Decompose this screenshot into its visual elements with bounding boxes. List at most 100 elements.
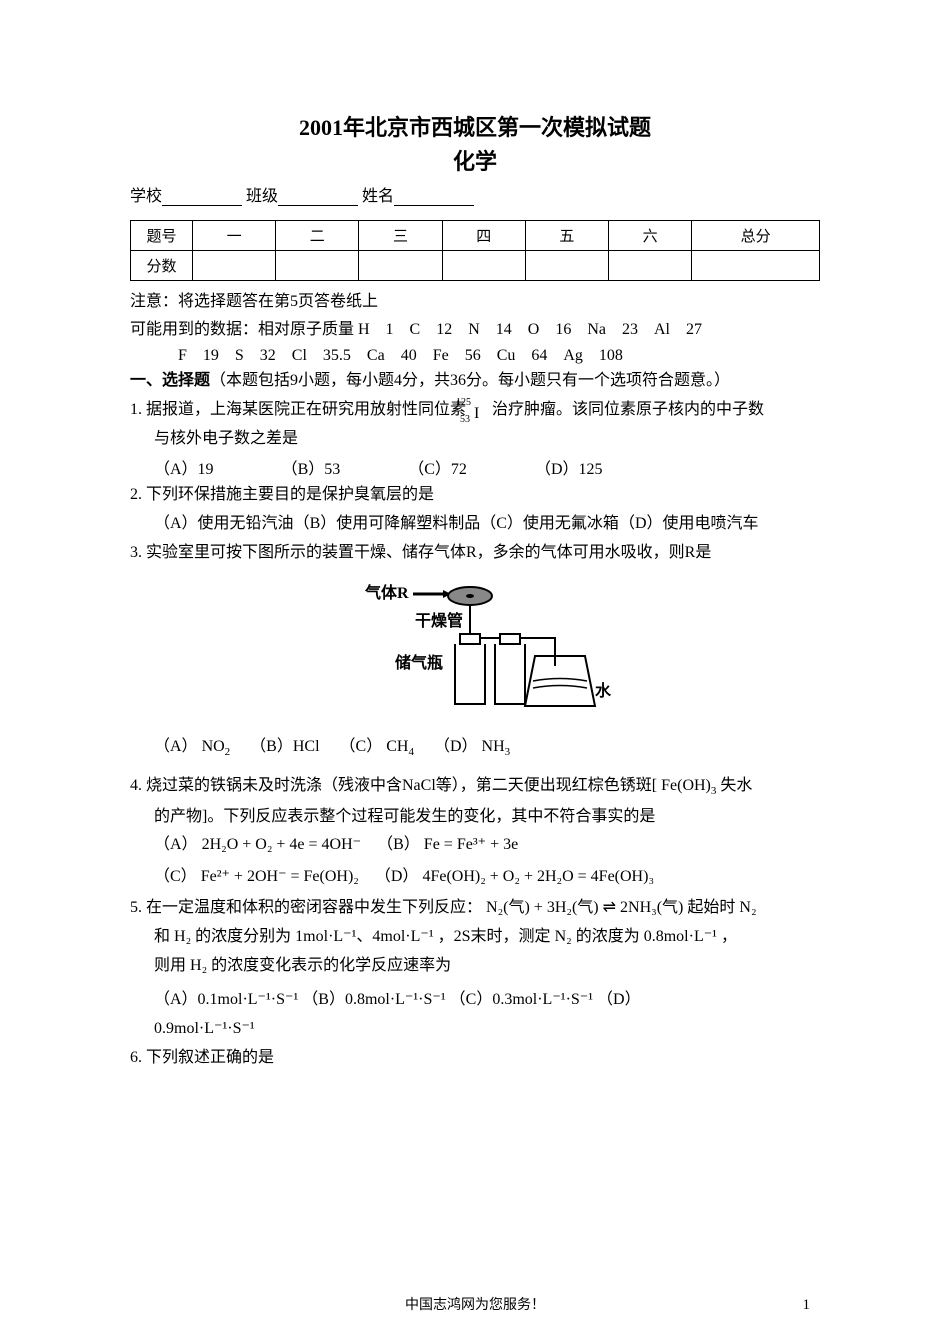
q4-row-ab: （A） 2H₂O + O₂ + 4e = 4OH⁻ （B） Fe = Fe³⁺ …: [130, 830, 820, 854]
q4-a-label: （A）: [154, 836, 198, 853]
cell: 五: [525, 221, 608, 251]
diagram-gas-label: 气体R: [364, 583, 409, 602]
student-info-line: 学校 班级 姓名: [130, 182, 820, 206]
q2-opt-a: （A）使用无铅汽油: [154, 515, 294, 532]
q5-text-h: 则用: [154, 957, 186, 974]
q3-opt-d: （D）: [434, 738, 478, 755]
q5-eqn: N₂(气) + 3H₂(气) ⇌ 2NH₃(气): [486, 899, 683, 916]
question-5: 5. 在一定温度和体积的密闭容器中发生下列反应： N₂(气) + 3H₂(气) …: [130, 894, 820, 921]
isotope-symbol: I: [474, 400, 479, 427]
q4-text-a: 4. 烧过菜的铁锅未及时洗涤（残液中含NaCl等），第二天便出现红棕色锈斑[: [130, 777, 657, 794]
name-label: 姓名: [362, 188, 394, 205]
q5-opt-a: （A）0.1mol·L⁻¹·S⁻¹: [154, 991, 298, 1008]
q5-n2: N₂: [739, 899, 756, 916]
q5-text-g: ，: [721, 928, 737, 945]
q3-opt-d-chem: NH3: [482, 738, 511, 755]
isotope-mass: 125: [456, 394, 471, 411]
exam-title: 2001年北京市西城区第一次模拟试题: [130, 110, 820, 142]
q5-text-i: 的浓度变化表示的化学反应速率为: [211, 957, 451, 974]
table-row: 题号 一 二 三 四 五 六 总分: [131, 221, 820, 251]
q4-c-eq: Fe²⁺ + 2OH⁻ = Fe(OH)₂: [201, 868, 359, 885]
cell: 六: [609, 221, 692, 251]
q4-b-label: （B）: [377, 836, 420, 853]
q5-options: （A）0.1mol·L⁻¹·S⁻¹ （B）0.8mol·L⁻¹·S⁻¹ （C）0…: [130, 986, 820, 1013]
q5-opt-d: （D）: [597, 991, 641, 1008]
cell: [193, 251, 276, 281]
cell: [276, 251, 359, 281]
q2-options: （A）使用无铅汽油（B）使用可降解塑料制品（C）使用无氟冰箱（D）使用电喷汽车: [130, 510, 820, 537]
section-heading: 一、选择题: [130, 372, 210, 389]
q4-d-label: （D）: [375, 868, 419, 885]
q4-a-eq: 2H₂O + O₂ + 4e = 4OH⁻: [202, 836, 362, 853]
q1-opt-b: （B）53: [282, 455, 341, 479]
cell: [442, 251, 525, 281]
q5-text-d: 的浓度分别为: [195, 928, 291, 945]
q2-opt-d: （D）使用电喷汽车: [619, 515, 759, 532]
q5-conc1: 1mol·L⁻¹、4mol·L⁻¹: [295, 928, 433, 945]
q5-h2: H₂: [174, 928, 191, 945]
q5-text-c: 和: [154, 928, 170, 945]
q5-opt-b: （B）0.8mol·L⁻¹·S⁻¹: [302, 991, 445, 1008]
q5-line3: 则用 H₂ 的浓度变化表示的化学反应速率为: [130, 952, 820, 979]
q2-opt-c: （C）使用无氟冰箱: [480, 515, 619, 532]
isotope-atomic: 53: [460, 411, 470, 428]
atomic-data-line2: F 19 S 32 Cl 35.5 Ca 40 Fe 56 Cu 64 Ag 1…: [130, 341, 820, 365]
cell: 三: [359, 221, 442, 251]
question-1: 1. 据报道，上海某医院正在研究用放射性同位素 125 53 I 治疗肿瘤。该同…: [130, 396, 820, 423]
q3-opt-a: （A）: [154, 738, 198, 755]
diagram-bottle-label: 储气瓶: [394, 653, 443, 672]
cell: 分数: [131, 251, 193, 281]
class-label: 班级: [246, 188, 278, 205]
cell: [359, 251, 442, 281]
q4-text-c: 的产物]。下列反应表示整个过程可能发生的变化，其中不符合事实的是: [130, 803, 820, 830]
cell: 题号: [131, 221, 193, 251]
section1-header: 一、选择题（本题包括9小题，每小题4分，共36分。每小题只有一个选项符合题意。）: [130, 367, 820, 394]
q3-opt-c: （C）: [340, 738, 383, 755]
q5-conc2: 0.8mol·L⁻¹: [644, 928, 717, 945]
q5-text-f: 的浓度为: [576, 928, 640, 945]
question-3: 3. 实验室里可按下图所示的装置干燥、储存气体R，多余的气体可用水吸收，则R是: [130, 539, 820, 566]
q5-h2b: H₂: [190, 957, 207, 974]
q1-text-c: 与核外电子数之差是: [130, 425, 820, 452]
q3-opt-a-chem: NO2: [202, 738, 231, 755]
q4-b-eq: Fe = Fe³⁺ + 3e: [424, 836, 518, 853]
table-row: 分数: [131, 251, 820, 281]
q1-text-a: 1. 据报道，上海某医院正在研究用放射性同位素: [130, 401, 466, 418]
question-4: 4. 烧过菜的铁锅未及时洗涤（残液中含NaCl等），第二天便出现红棕色锈斑[ F…: [130, 772, 820, 801]
q4-text-b: 失水: [720, 777, 752, 794]
q1-opt-c: （C）72: [408, 455, 467, 479]
q5-text-e: ，2S末时，测定: [438, 928, 551, 945]
q5-opt-c: （C）0.3mol·L⁻¹·S⁻¹: [450, 991, 593, 1008]
q1-options: （A）19 （B）53 （C）72 （D）125: [130, 455, 820, 479]
q3-opt-b: （B）HCl: [250, 738, 319, 755]
cell: [525, 251, 608, 281]
cell: 一: [193, 221, 276, 251]
diagram-water-label: 水: [595, 681, 612, 700]
q4-c-label: （C）: [154, 868, 197, 885]
q1-opt-d: （D）125: [535, 455, 603, 479]
q3-diagram: 气体R 干燥管 储气瓶 水: [130, 576, 820, 721]
q5-opt-d2: 0.9mol·L⁻¹·S⁻¹: [130, 1015, 820, 1042]
question-2: 2. 下列环保措施主要目的是保护臭氧层的是: [130, 481, 820, 508]
atomic-data-line1: 可能用到的数据：相对原子质量 H 1 C 12 N 14 O 16 Na 23 …: [130, 315, 820, 339]
cell: 总分: [692, 221, 820, 251]
q3-options: （A） NO2 （B）HCl （C） CH4 （D） NH3: [130, 733, 820, 762]
q1-text-b: 治疗肿瘤。该同位素原子核内的中子数: [492, 401, 764, 418]
question-6: 6. 下列叙述正确的是: [130, 1044, 820, 1071]
cell: 四: [442, 221, 525, 251]
page-number: 1: [803, 1297, 811, 1314]
q1-opt-a: （A）19: [154, 455, 214, 479]
cell: 二: [276, 221, 359, 251]
cell: [609, 251, 692, 281]
q2-opt-b: （B）使用可降解塑料制品: [294, 515, 481, 532]
q4-feoh3: Fe(OH)3: [661, 777, 716, 794]
q3-opt-c-chem: CH4: [386, 738, 414, 755]
q5-text-a: 5. 在一定温度和体积的密闭容器中发生下列反应：: [130, 899, 482, 916]
school-label: 学校: [130, 188, 162, 205]
diagram-tube-label: 干燥管: [415, 611, 463, 630]
q5-text-b: 起始时: [687, 899, 735, 916]
note-line: 注意：将选择题答在第5页答卷纸上: [130, 287, 820, 311]
q4-d-eq: 4Fe(OH)₂ + O₂ + 2H₂O = 4Fe(OH)₃: [422, 868, 654, 885]
cell: [692, 251, 820, 281]
q4-row-cd: （C） Fe²⁺ + 2OH⁻ = Fe(OH)₂ （D） 4Fe(OH)₂ +…: [130, 862, 820, 886]
